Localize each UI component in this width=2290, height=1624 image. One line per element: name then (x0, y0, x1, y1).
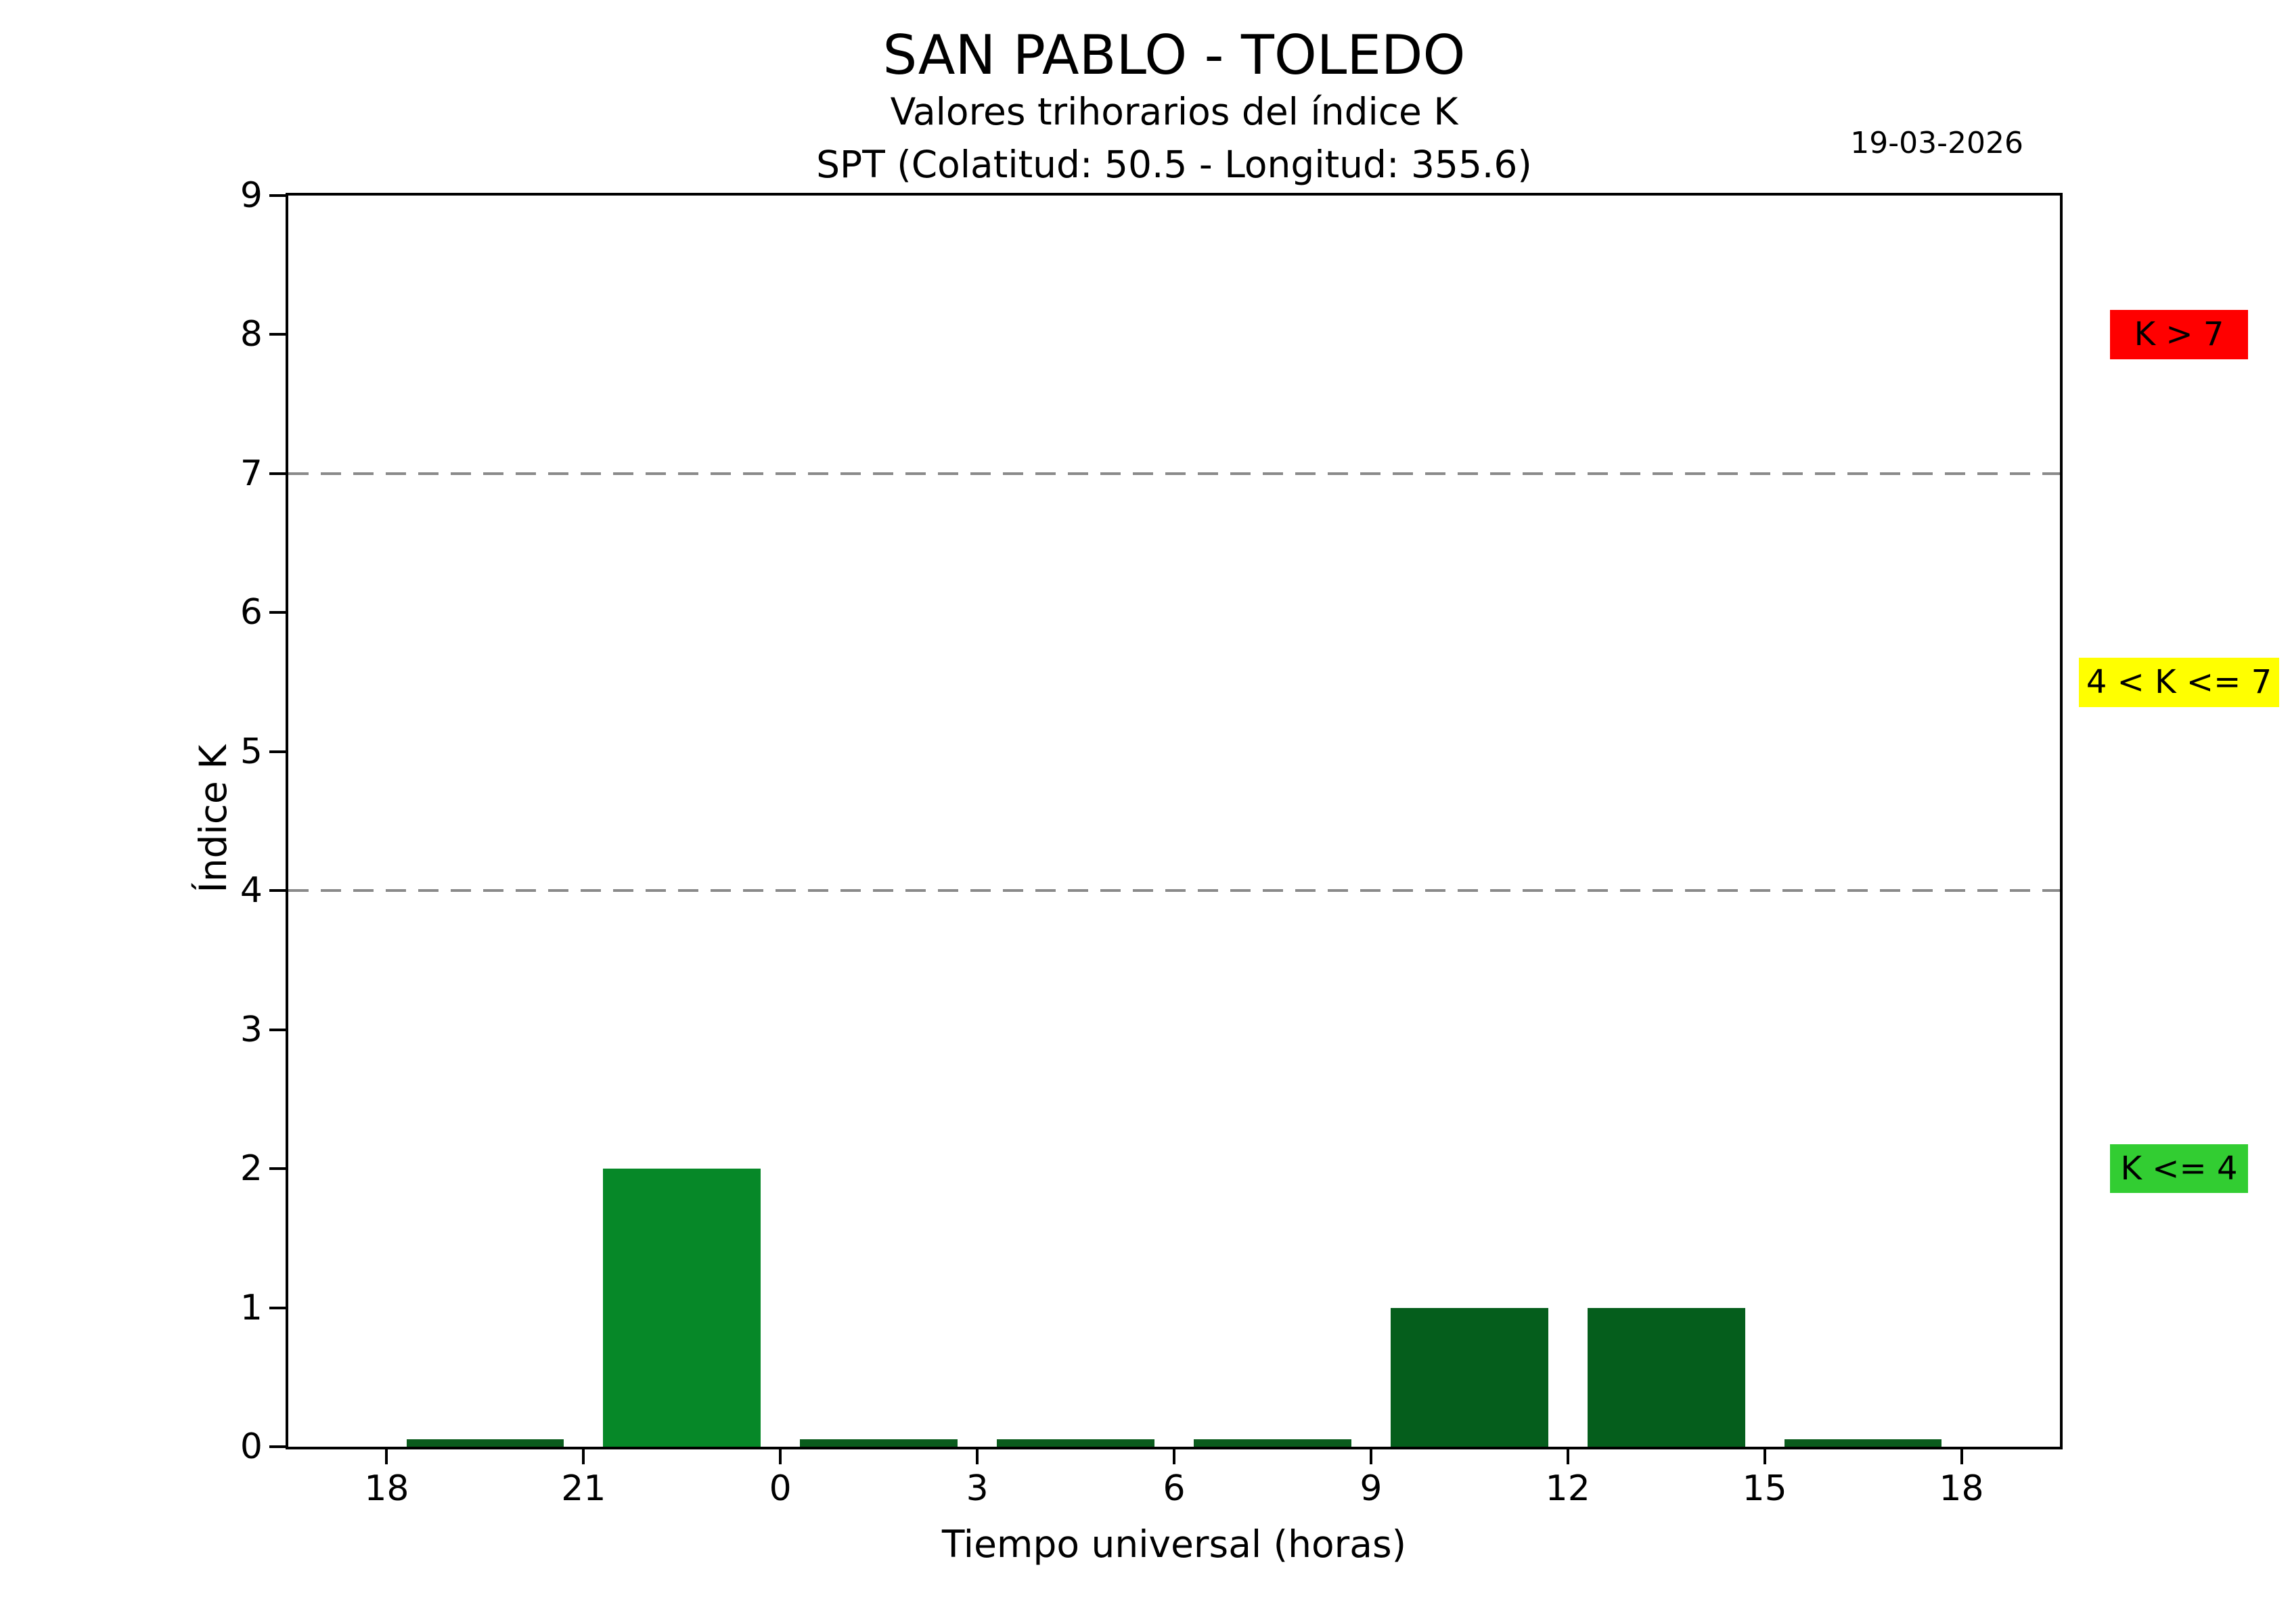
y-tick-label-8: 8 (240, 314, 263, 355)
y-tick-label-6: 6 (240, 592, 263, 633)
y-tick-label-0: 0 (240, 1426, 263, 1467)
chart-title: SAN PABLO - TOLEDO (882, 24, 1466, 87)
y-tick-label-3: 3 (240, 1009, 263, 1050)
x-tick-mark-9 (1369, 1448, 1372, 1464)
y-tick-mark-3 (269, 1028, 286, 1031)
k-bar-15-18 (1784, 1439, 1942, 1447)
plot-inner (288, 196, 2060, 1447)
x-tick-mark-12 (1566, 1448, 1569, 1464)
station-line: SPT (Colatitud: 50.5 - Longitud: 355.6) (816, 143, 1532, 186)
y-tick-mark-9 (269, 194, 286, 197)
y-tick-label-2: 2 (240, 1148, 263, 1190)
y-tick-mark-7 (269, 472, 286, 475)
x-tick-label-9: 9 (1360, 1468, 1383, 1509)
y-tick-mark-1 (269, 1306, 286, 1309)
x-tick-mark-6 (1173, 1448, 1175, 1464)
y-tick-label-7: 7 (240, 453, 263, 494)
x-tick-label-6: 6 (1163, 1468, 1186, 1509)
y-tick-label-4: 4 (240, 870, 263, 911)
k-bar-09-12 (1390, 1307, 1548, 1447)
y-tick-label-9: 9 (240, 175, 263, 216)
y-tick-label-5: 5 (240, 731, 263, 772)
x-tick-label-15: 15 (1742, 1468, 1787, 1509)
x-tick-mark-21 (582, 1448, 585, 1464)
x-tick-label-18: 18 (1939, 1468, 1984, 1509)
k-bar-21-00 (603, 1169, 761, 1447)
legend-item-2: K <= 4 (2110, 1144, 2248, 1194)
y-tick-mark-5 (269, 750, 286, 753)
x-tick-mark-3 (976, 1448, 979, 1464)
y-axis-label: Índice K (192, 744, 235, 893)
x-tick-mark-0 (779, 1448, 782, 1464)
x-tick-mark-18 (385, 1448, 388, 1464)
k-bar-12-15 (1587, 1307, 1745, 1447)
date-label: 19-03-2026 (1850, 126, 2023, 160)
legend-item-1: 4 < K <= 7 (2079, 657, 2279, 707)
chart-subtitle: Valores trihorarios del índice K (890, 90, 1458, 133)
x-tick-label-0: 0 (769, 1468, 792, 1509)
y-tick-mark-4 (269, 889, 286, 893)
x-tick-label-18: 18 (364, 1468, 409, 1509)
x-tick-mark-15 (1763, 1448, 1766, 1464)
legend-item-0: K > 7 (2110, 309, 2248, 359)
k-bar-03-06 (997, 1439, 1154, 1447)
x-tick-label-3: 3 (966, 1468, 989, 1509)
k-bar-06-09 (1194, 1439, 1351, 1447)
y-tick-mark-6 (269, 611, 286, 614)
x-axis-label: Tiempo universal (horas) (941, 1522, 1407, 1566)
y-tick-mark-0 (269, 1445, 286, 1448)
y-tick-mark-8 (269, 333, 286, 336)
x-tick-label-12: 12 (1545, 1468, 1590, 1509)
y-tick-mark-2 (269, 1167, 286, 1171)
plot-area (286, 193, 2063, 1449)
threshold-line-k7 (288, 472, 2060, 475)
k-bar-00-03 (800, 1439, 958, 1447)
x-tick-label-21: 21 (561, 1468, 606, 1509)
k-bar-18-21 (406, 1439, 564, 1447)
y-tick-label-1: 1 (240, 1287, 263, 1328)
threshold-line-k4 (288, 889, 2060, 893)
x-tick-mark-18 (1960, 1448, 1963, 1464)
